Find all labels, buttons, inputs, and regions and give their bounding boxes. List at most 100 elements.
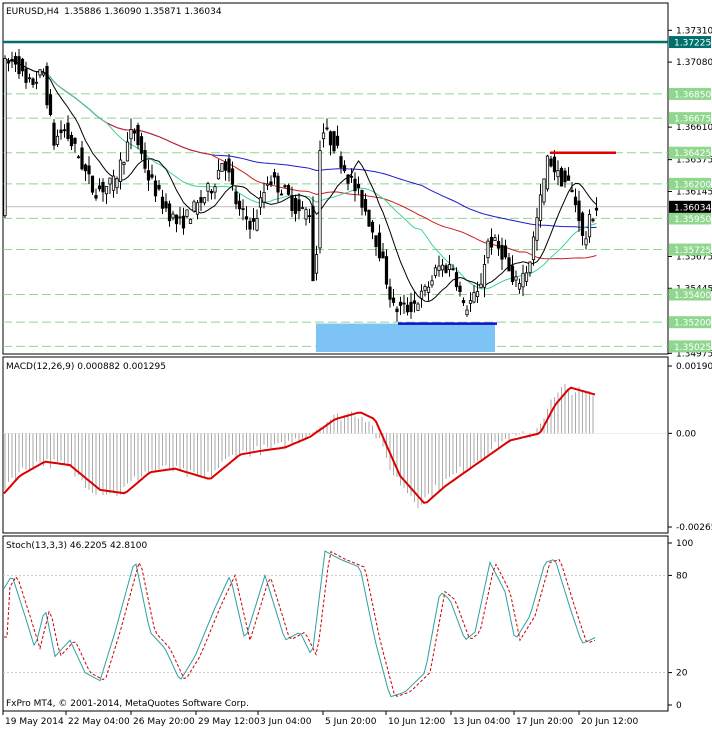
level-tag-label: 1.36850 (674, 90, 711, 100)
candle-body (318, 150, 322, 249)
candle-body (129, 129, 133, 140)
candle-body (272, 172, 277, 178)
candle-body (577, 200, 581, 222)
time-tick-label: 19 May 2014 (5, 717, 64, 727)
candlesticks (3, 49, 599, 322)
time-tick-label: 26 May 20:00 (133, 717, 195, 727)
candle-body (423, 286, 427, 291)
price-tick-label: 1.34975 (676, 349, 712, 359)
candle-body (164, 201, 168, 209)
candle-body (419, 290, 424, 299)
candle-body (283, 185, 287, 188)
candle-body (244, 216, 249, 220)
candle-body (545, 155, 550, 190)
candle-body (199, 197, 203, 203)
candle-body (538, 194, 543, 221)
candle-body (153, 180, 158, 197)
candle-body (45, 65, 49, 106)
candle-body (566, 175, 571, 181)
stoch-label: Stoch(13,3,3) 46.2205 42.8100 (6, 541, 147, 551)
candle-body (136, 124, 140, 146)
candle-body (342, 165, 347, 172)
candle-body (17, 56, 21, 75)
candle-body (286, 185, 291, 195)
candle-body (248, 220, 252, 230)
candle-body (181, 215, 186, 229)
candle-body (395, 308, 399, 313)
price-tick-label: 1.36375 (676, 156, 712, 166)
candle-body (559, 167, 564, 187)
candle-body (549, 158, 553, 167)
candle-body (587, 213, 592, 238)
chart-symbol-label: EURUSD,H4 1.35886 1.36090 1.35871 1.36034 (6, 7, 222, 17)
candle-body (591, 219, 595, 222)
candle-body (335, 135, 340, 146)
candle-body (66, 122, 70, 139)
level-tag-label: 1.37225 (674, 39, 711, 49)
level-tag-label: 1.36675 (674, 115, 711, 125)
candle-body (580, 212, 585, 236)
macd-tick-label: -0.002652 (676, 523, 712, 533)
candle-body (517, 283, 522, 290)
candle-body (521, 272, 525, 288)
candle-body (444, 265, 448, 273)
candle-body (241, 208, 245, 211)
support-zone-rect (316, 323, 495, 352)
candle-body (150, 174, 154, 178)
candle-body (101, 181, 105, 193)
candle-body (209, 190, 214, 194)
candle-body (482, 264, 487, 288)
macd-signal-line (3, 386, 596, 504)
candle-body (353, 178, 357, 192)
candle-body (24, 68, 28, 83)
macd-tick-label: 0.00 (676, 429, 696, 439)
level-tag-box (669, 146, 711, 159)
level-tag-box (669, 340, 711, 353)
candle-body (290, 195, 294, 211)
time-tick-label: 17 Jun 20:00 (516, 717, 573, 727)
candle-body (108, 177, 112, 185)
candle-body (10, 58, 14, 62)
candle-body (402, 302, 406, 305)
candle-body (216, 169, 221, 180)
candle-body (174, 214, 179, 225)
candle-body (475, 291, 480, 298)
candle-body (447, 264, 452, 271)
macd-panel[interactable] (2, 356, 669, 534)
candle-body (458, 285, 462, 292)
candle-body (258, 197, 263, 208)
candle-body (416, 303, 420, 311)
candle-body (360, 189, 364, 208)
price-panel[interactable] (2, 2, 669, 355)
candle-body (381, 251, 385, 259)
level-tag-label: 1.35400 (674, 291, 711, 301)
candle-body (314, 254, 319, 274)
candle-body (213, 186, 217, 193)
candle-body (62, 129, 67, 132)
candle-body (430, 280, 434, 286)
time-axis: 19 May 2014 22 May 04:00 26 May 20:00 29 Ma… (2, 711, 638, 727)
candle-body (69, 134, 74, 147)
time-tick-label: 5 Jun 20:00 (325, 717, 377, 727)
macd-tick-label: 0.001907 (676, 362, 712, 372)
ma-red-line (4, 58, 597, 260)
level-tag-label: 1.35725 (674, 246, 711, 256)
candle-body (132, 130, 137, 134)
support-zone-layer (316, 323, 495, 352)
stoch-panel[interactable] (2, 535, 669, 712)
candle-body (433, 267, 438, 276)
copyright-text: FxPro MT4, © 2001-2014, MetaQuotes Softw… (6, 699, 249, 709)
candle-body (489, 236, 494, 248)
candle-body (230, 168, 235, 185)
current-price-label: 1.36034 (674, 203, 711, 213)
candle-body (570, 189, 574, 192)
candle-body (97, 185, 102, 190)
candle-body (325, 127, 329, 130)
level-tag-box (669, 87, 711, 100)
candle-body (507, 257, 511, 272)
level-tag-box (669, 212, 711, 225)
candle-body (279, 193, 284, 196)
candle-body (27, 77, 32, 80)
